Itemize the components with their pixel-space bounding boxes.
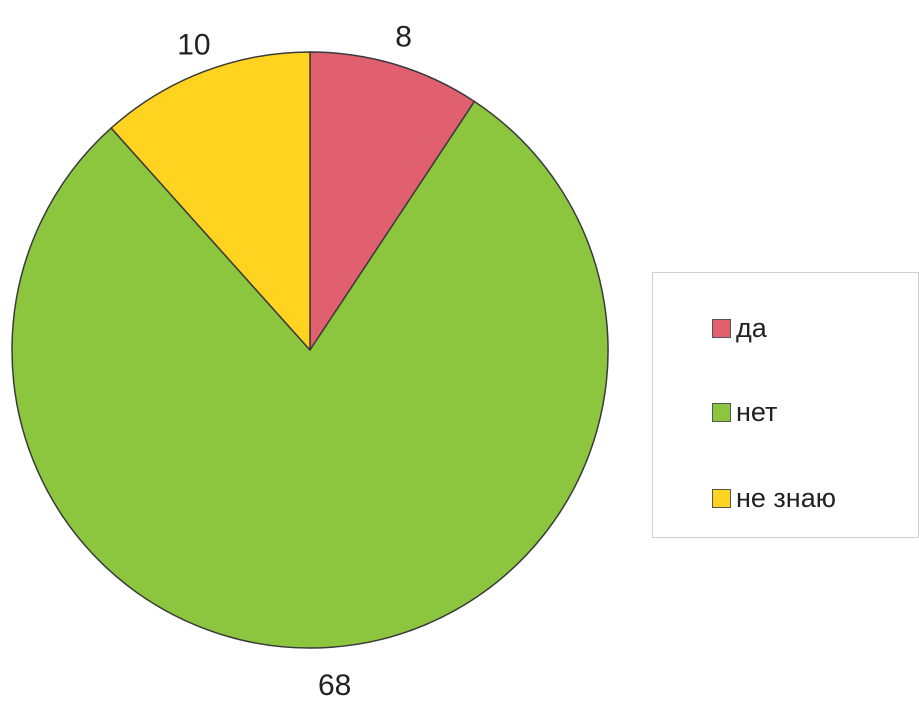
- data-label-net: 68: [318, 669, 351, 702]
- slice-da: [309, 51, 476, 351]
- legend-label-net: нет: [736, 397, 778, 427]
- legend-item-da: да: [712, 313, 767, 343]
- chart-legend: да нет не знаю: [652, 272, 919, 538]
- data-label-ne-znayu: 10: [177, 28, 210, 61]
- slice-ne-znayu: [110, 51, 311, 351]
- pie-data-labels: 8 68 10: [177, 21, 412, 702]
- legend-item-net: нет: [712, 397, 777, 427]
- legend-label-ne-znayu: не знаю: [736, 483, 836, 513]
- pie-slices: [11, 51, 609, 649]
- legend-swatch-ne-znayu: [712, 488, 731, 508]
- legend-label-da: да: [736, 313, 767, 343]
- legend-swatch-da: [712, 318, 731, 338]
- legend-swatch-net: [712, 402, 731, 422]
- slice-net: [11, 100, 609, 649]
- legend-item-ne-znayu: не знаю: [712, 483, 836, 513]
- data-label-da: 8: [395, 21, 412, 54]
